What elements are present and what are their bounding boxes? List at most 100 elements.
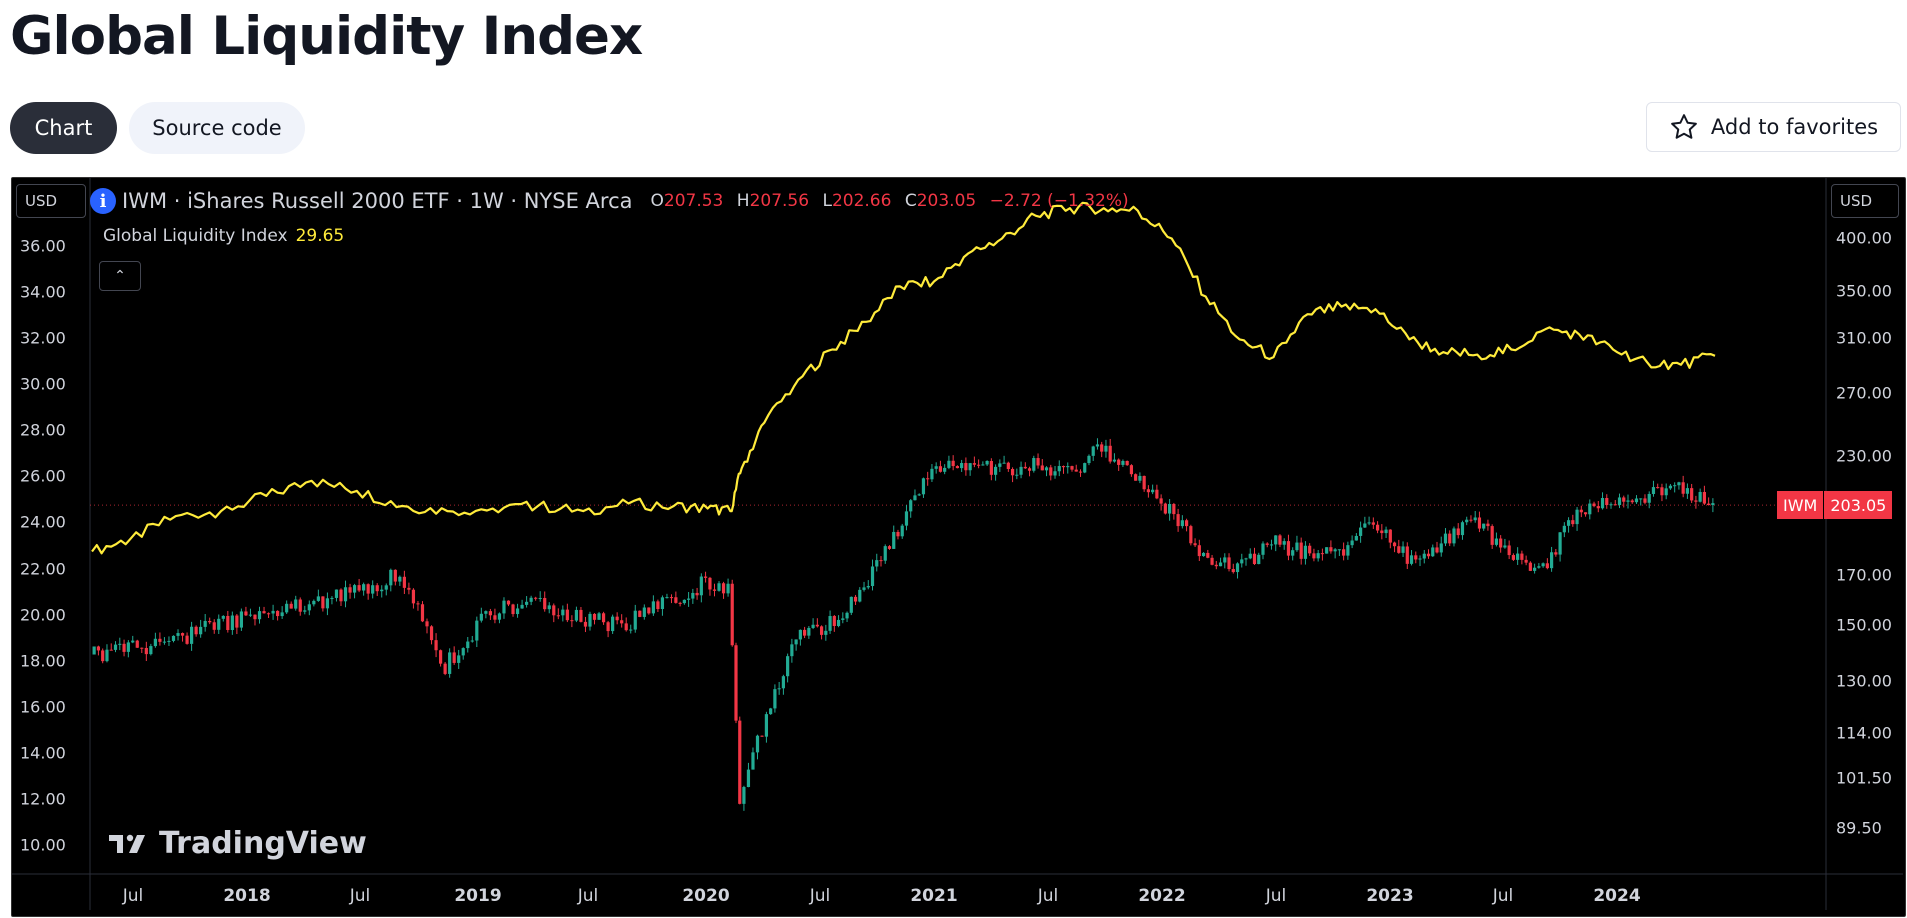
high-label: H: [736, 191, 750, 211]
iwm-candle-body: [1269, 544, 1274, 546]
iwm-candle-body: [1533, 567, 1537, 571]
iwm-candle-body: [742, 787, 746, 804]
iwm-candle-body: [257, 611, 262, 620]
iwm-candle-body: [960, 463, 964, 469]
indicator-legend[interactable]: Global Liquidity Index 29.65: [103, 226, 344, 246]
iwm-candle-body: [1218, 562, 1223, 567]
iwm-candle-body: [118, 643, 122, 645]
iwm-candle-body: [1354, 535, 1358, 541]
iwm-candle-body: [1371, 522, 1375, 525]
iwm-candle-body: [1465, 519, 1469, 523]
iwm-candle-body: [660, 597, 665, 609]
iwm-candle-body: [1040, 465, 1044, 471]
iwm-candle-body: [1486, 523, 1490, 527]
iwm-candle-body: [1002, 462, 1006, 464]
iwm-candle-body: [938, 466, 943, 472]
iwm-candle-body: [1528, 562, 1532, 571]
iwm-candle-body: [244, 611, 248, 616]
iwm-candle-body: [434, 640, 438, 651]
iwm-candle-body: [647, 607, 651, 614]
info-icon[interactable]: i: [90, 188, 116, 214]
iwm-candle-body: [1520, 553, 1524, 560]
iwm-candle-body: [1558, 532, 1562, 555]
iwm-candle-body: [1651, 487, 1656, 494]
iwm-candle-body: [1049, 467, 1053, 476]
iwm-candle-body: [1091, 446, 1095, 456]
iwm-candle-body: [1308, 545, 1312, 554]
iwm-candle-body: [1295, 542, 1299, 551]
iwm-candle-body: [1176, 514, 1180, 527]
left-tick-label: 14.00: [20, 743, 66, 763]
iwm-candle-body: [1643, 498, 1647, 503]
iwm-candle-body: [1639, 498, 1643, 500]
iwm-candle-body: [981, 464, 985, 466]
symbol-title[interactable]: IWM · iShares Russell 2000 ETF · 1W · NY…: [122, 189, 633, 213]
iwm-candle-body: [484, 611, 488, 614]
tab-source-code[interactable]: Source code: [129, 102, 305, 154]
iwm-candle-body: [393, 569, 397, 582]
iwm-candle-body: [1596, 506, 1600, 509]
iwm-candle-body: [642, 607, 646, 617]
iwm-candle-body: [1367, 522, 1371, 524]
currency-selector-left[interactable]: USD: [16, 184, 86, 218]
iwm-candle-body: [1482, 523, 1486, 529]
iwm-candle-body: [1694, 500, 1698, 502]
left-tick-label: 20.00: [20, 605, 66, 625]
time-tick-label: Jul: [1492, 886, 1514, 906]
iwm-candle-body: [475, 620, 479, 641]
iwm-candle-body: [1019, 466, 1023, 475]
iwm-candle-body: [1027, 468, 1032, 471]
iwm-candle-body: [497, 613, 502, 620]
iwm-candle-body: [1516, 553, 1520, 560]
change-value: −2.72 (−1.32%): [989, 191, 1129, 211]
iwm-candle-body: [307, 604, 311, 611]
iwm-candle-body: [529, 597, 533, 602]
iwm-candle-body: [1189, 526, 1193, 544]
iwm-candle-body: [1329, 547, 1333, 552]
iwm-candle-body: [398, 576, 402, 582]
iwm-candle-body: [425, 621, 429, 627]
currency-selector-right[interactable]: USD: [1831, 184, 1899, 218]
iwm-candle-body: [921, 478, 926, 495]
iwm-candle-body: [122, 643, 126, 652]
tab-chart[interactable]: Chart: [10, 102, 117, 154]
iwm-candle-body: [420, 604, 425, 622]
iwm-candle-body: [1456, 528, 1460, 536]
iwm-candle-body: [1015, 474, 1019, 476]
iwm-candle-body: [1142, 475, 1146, 490]
iwm-candle-body: [695, 592, 699, 596]
iwm-candle-body: [579, 609, 583, 622]
chevron-up-icon[interactable]: ⌃: [99, 261, 141, 291]
tradingview-logo[interactable]: TradingView: [107, 826, 367, 861]
iwm-candle-body: [629, 629, 633, 631]
iwm-candle-body: [1507, 545, 1511, 556]
iwm-candle-body: [352, 585, 357, 593]
chart-area[interactable]: [11, 177, 1906, 917]
add-to-favorites-label: Add to favorites: [1710, 115, 1879, 139]
iwm-candle-body: [1660, 487, 1664, 496]
iwm-candle-body: [1006, 462, 1010, 469]
add-to-favorites-button[interactable]: Add to favorites: [1646, 102, 1901, 152]
time-tick-label: 2020: [682, 886, 730, 906]
price-tag-value: 203.05: [1824, 491, 1893, 520]
iwm-candle-body: [1524, 559, 1528, 563]
iwm-candle-body: [1227, 557, 1231, 570]
right-tick-label: 101.50: [1836, 768, 1892, 788]
iwm-candle-body: [1435, 547, 1439, 553]
iwm-candle-body: [879, 560, 883, 562]
iwm-candle-body: [457, 655, 461, 663]
iwm-candle-body: [1384, 529, 1388, 534]
iwm-candle-body: [280, 612, 284, 617]
iwm-candle-body: [1668, 485, 1673, 489]
iwm-candle-body: [429, 626, 434, 641]
iwm-candle-body: [1010, 468, 1015, 476]
iwm-candle-body: [862, 587, 866, 590]
iwm-candle-body: [1206, 552, 1210, 558]
iwm-candle-body: [651, 601, 655, 614]
iwm-candle-body: [199, 626, 203, 635]
iwm-candle-body: [606, 622, 610, 632]
iwm-candle-body: [1125, 460, 1129, 466]
iwm-candle-body: [1346, 545, 1350, 556]
iwm-candle-body: [1252, 553, 1257, 565]
